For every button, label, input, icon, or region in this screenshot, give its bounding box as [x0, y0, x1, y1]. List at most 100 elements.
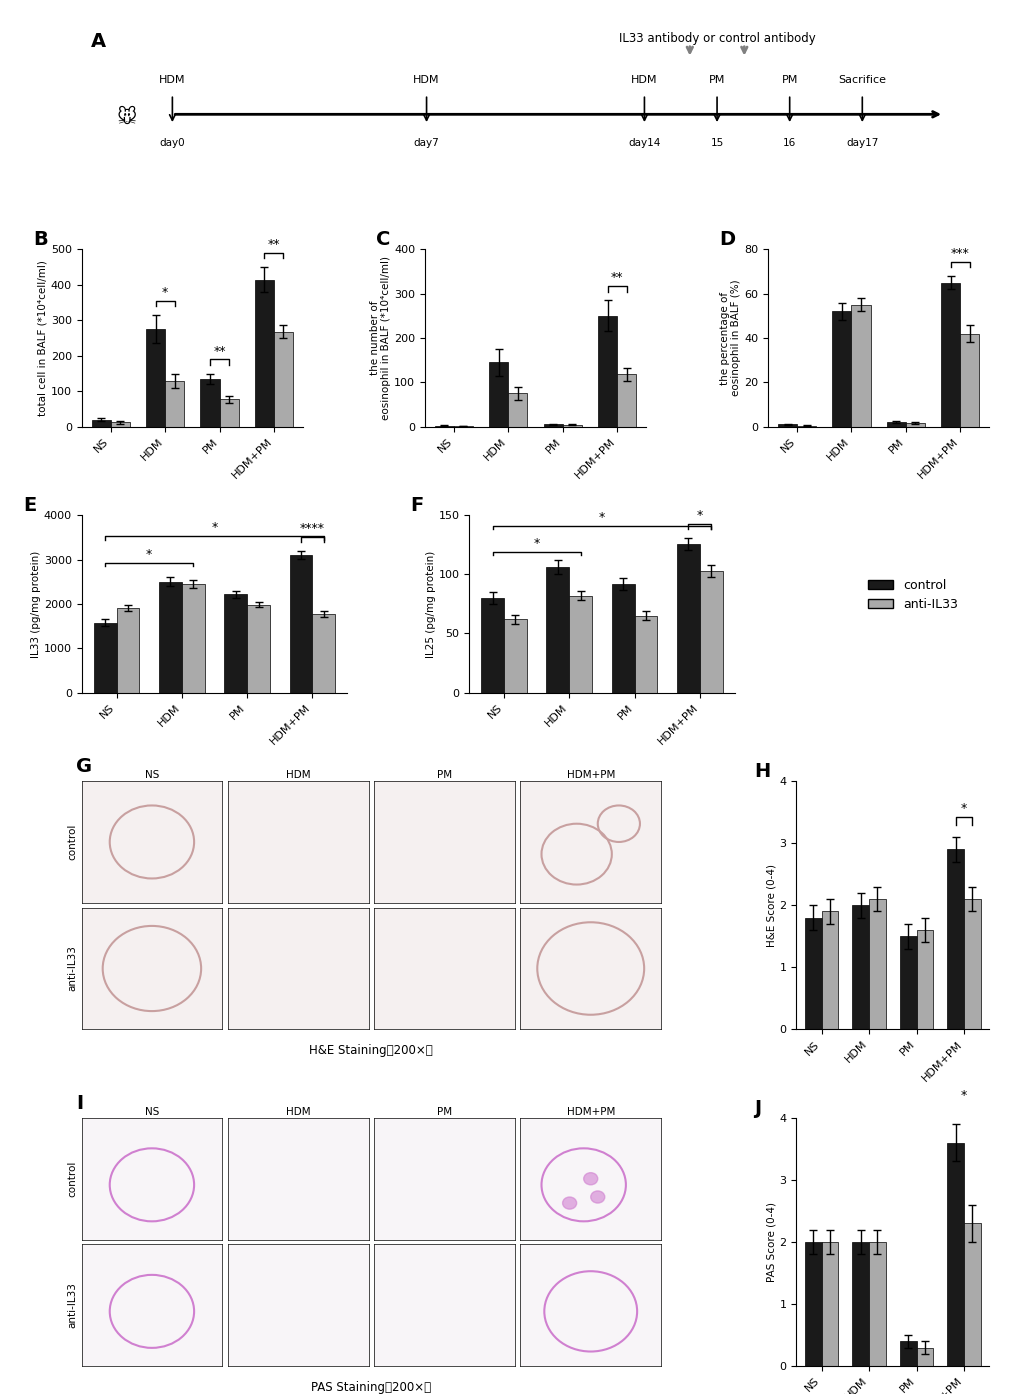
Text: **: **: [267, 238, 280, 251]
Text: day17: day17: [846, 138, 877, 148]
Text: C: C: [376, 230, 390, 250]
Bar: [503, 619, 527, 693]
Text: *: *: [696, 509, 702, 521]
Circle shape: [562, 1197, 576, 1209]
Text: I: I: [75, 1094, 83, 1112]
Bar: [821, 1242, 838, 1366]
Y-axis label: anti-IL33: anti-IL33: [67, 1282, 77, 1328]
Title: HDM+PM: HDM+PM: [566, 1107, 614, 1117]
Bar: [899, 937, 916, 1029]
Text: *: *: [533, 537, 539, 551]
Bar: [804, 1242, 821, 1366]
Legend: control, anti-IL33: control, anti-IL33: [862, 574, 962, 616]
Bar: [201, 379, 219, 427]
Y-axis label: control: control: [67, 1161, 77, 1197]
Bar: [851, 305, 869, 427]
Title: HDM+PM: HDM+PM: [566, 771, 614, 781]
Text: *: *: [960, 802, 966, 814]
Text: HDM: HDM: [631, 75, 657, 85]
Title: PM: PM: [436, 771, 451, 781]
Bar: [219, 399, 238, 427]
Bar: [852, 1242, 868, 1366]
Text: IL33 antibody or control antibody: IL33 antibody or control antibody: [619, 32, 814, 45]
Text: H&E Staining（200×）: H&E Staining（200×）: [309, 1044, 433, 1057]
Y-axis label: IL25 (pg/mg protein): IL25 (pg/mg protein): [425, 551, 435, 658]
Text: Sacrifice: Sacrifice: [838, 75, 886, 85]
Bar: [852, 905, 868, 1029]
Text: G: G: [75, 757, 92, 776]
Bar: [821, 912, 838, 1029]
Bar: [777, 425, 796, 427]
Bar: [868, 899, 884, 1029]
Bar: [481, 598, 503, 693]
Text: *: *: [146, 548, 152, 560]
Text: B: B: [33, 230, 48, 250]
Bar: [116, 608, 140, 693]
Bar: [916, 930, 932, 1029]
Bar: [868, 1242, 884, 1366]
Y-axis label: the number of
eosinophil in BALF (*10⁴cell/ml): the number of eosinophil in BALF (*10⁴ce…: [369, 256, 390, 420]
Y-axis label: PAS Score (0-4): PAS Score (0-4): [766, 1202, 775, 1282]
Bar: [886, 422, 905, 427]
Text: E: E: [23, 496, 37, 516]
Text: H: H: [753, 763, 769, 781]
Bar: [224, 594, 247, 693]
Text: *: *: [598, 512, 604, 524]
Bar: [92, 420, 111, 427]
Bar: [94, 623, 116, 693]
Y-axis label: the percentage of
eosinophil in BALF (%): the percentage of eosinophil in BALF (%): [719, 280, 741, 396]
Bar: [247, 605, 270, 693]
Bar: [543, 425, 562, 427]
Bar: [616, 375, 636, 427]
Y-axis label: total cell in BALF (*10⁴cell/ml): total cell in BALF (*10⁴cell/ml): [38, 261, 48, 415]
Bar: [905, 424, 924, 427]
Text: A: A: [91, 32, 106, 50]
Bar: [677, 544, 699, 693]
Bar: [165, 382, 184, 427]
Bar: [916, 1348, 932, 1366]
Bar: [159, 581, 181, 693]
Bar: [111, 422, 129, 427]
Bar: [489, 362, 507, 427]
Bar: [699, 570, 722, 693]
Text: F: F: [411, 496, 424, 516]
Text: HDM: HDM: [159, 75, 185, 85]
Circle shape: [590, 1190, 604, 1203]
Bar: [941, 283, 959, 427]
Bar: [832, 311, 851, 427]
Bar: [959, 333, 978, 427]
Bar: [963, 899, 979, 1029]
Text: 🐭: 🐭: [117, 107, 137, 127]
Bar: [562, 425, 581, 427]
Bar: [569, 595, 592, 693]
Bar: [963, 1224, 979, 1366]
Text: day0: day0: [159, 138, 185, 148]
Text: *: *: [162, 286, 168, 300]
Y-axis label: IL33 (pg/mg protein): IL33 (pg/mg protein): [31, 551, 41, 658]
Text: PAS Staining（200×）: PAS Staining（200×）: [311, 1381, 431, 1394]
Title: NS: NS: [145, 1107, 159, 1117]
Circle shape: [583, 1172, 597, 1185]
Text: *: *: [211, 521, 217, 534]
Y-axis label: H&E Score (0-4): H&E Score (0-4): [766, 864, 775, 947]
Bar: [947, 849, 963, 1029]
Bar: [274, 332, 292, 427]
Y-axis label: anti-IL33: anti-IL33: [67, 945, 77, 991]
Title: PM: PM: [436, 1107, 451, 1117]
Bar: [255, 280, 274, 427]
Bar: [611, 584, 634, 693]
Y-axis label: control: control: [67, 824, 77, 860]
Text: J: J: [753, 1098, 760, 1118]
Bar: [546, 567, 569, 693]
Bar: [597, 316, 616, 427]
Bar: [947, 1143, 963, 1366]
Title: HDM: HDM: [285, 1107, 310, 1117]
Bar: [181, 584, 205, 693]
Text: ****: ****: [300, 523, 325, 535]
Text: 16: 16: [783, 138, 796, 148]
Bar: [804, 917, 821, 1029]
Text: PM: PM: [781, 75, 797, 85]
Bar: [289, 555, 312, 693]
Bar: [507, 393, 527, 427]
Text: **: **: [213, 344, 225, 358]
